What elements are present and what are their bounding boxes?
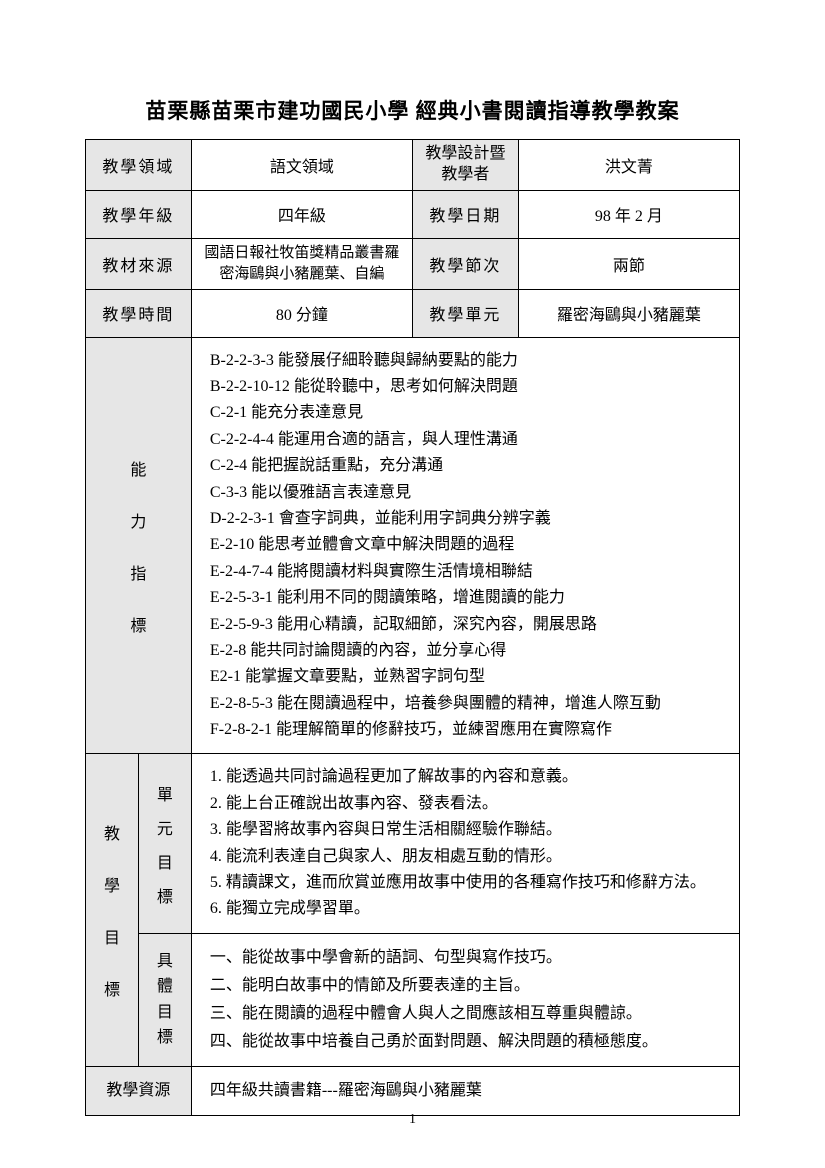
table-row: 教學時間 80 分鐘 教學單元 羅密海鷗與小豬麗葉 [86, 289, 740, 337]
value-date: 98 年 2 月 [518, 190, 739, 238]
label-indicators: 能 力 指 標 [86, 337, 192, 754]
label-domain: 教學領域 [86, 140, 192, 191]
unit-goals-content: 1. 能透過共同討論過程更加了解故事的內容和意義。 2. 能上台正確說出故事內容… [191, 754, 739, 933]
label-source: 教材來源 [86, 238, 192, 289]
table-row: 具 體 目 標 一、能從故事中學會新的語詞、句型與寫作技巧。 二、能明白故事中的… [86, 933, 740, 1066]
page-title: 苗栗縣苗栗市建功國民小學 經典小書閱讀指導教學教案 [85, 95, 740, 125]
indicators-content: B-2-2-3-3 能發展仔細聆聽與歸納要點的能力 B-2-2-10-12 能從… [191, 337, 739, 754]
value-source: 國語日報社牧笛獎精品叢書羅密海鷗與小豬麗葉、自編 [191, 238, 412, 289]
resources-content: 四年級共讀書籍---羅密海鷗與小豬麗葉 [191, 1066, 739, 1115]
value-designer: 洪文菁 [518, 140, 739, 191]
label-designer: 教學設計暨教學者 [412, 140, 518, 191]
label-date: 教學日期 [412, 190, 518, 238]
table-row: 教學年級 四年級 教學日期 98 年 2 月 [86, 190, 740, 238]
page-number: 1 [0, 1112, 825, 1128]
lesson-plan-table: 教學領域 語文領域 教學設計暨教學者 洪文菁 教學年級 四年級 教學日期 98 … [85, 139, 740, 1116]
table-row: 教學資源 四年級共讀書籍---羅密海鷗與小豬麗葉 [86, 1066, 740, 1115]
value-grade: 四年級 [191, 190, 412, 238]
label-resources: 教學資源 [86, 1066, 192, 1115]
label-grade: 教學年級 [86, 190, 192, 238]
value-unit: 羅密海鷗與小豬麗葉 [518, 289, 739, 337]
value-domain: 語文領域 [191, 140, 412, 191]
table-row: 能 力 指 標 B-2-2-3-3 能發展仔細聆聽與歸納要點的能力 B-2-2-… [86, 337, 740, 754]
label-time: 教學時間 [86, 289, 192, 337]
table-row: 教材來源 國語日報社牧笛獎精品叢書羅密海鷗與小豬麗葉、自編 教學節次 兩節 [86, 238, 740, 289]
table-row: 教學領域 語文領域 教學設計暨教學者 洪文菁 [86, 140, 740, 191]
label-specific-goals: 具 體 目 標 [138, 933, 191, 1066]
label-sessions: 教學節次 [412, 238, 518, 289]
label-unit-goals: 單 元 目 標 [138, 754, 191, 933]
specific-goals-content: 一、能從故事中學會新的語詞、句型與寫作技巧。 二、能明白故事中的情節及所要表達的… [191, 933, 739, 1066]
label-unit: 教學單元 [412, 289, 518, 337]
table-row: 教 學 目 標 單 元 目 標 1. 能透過共同討論過程更加了解故事的內容和意義… [86, 754, 740, 933]
value-sessions: 兩節 [518, 238, 739, 289]
label-goals: 教 學 目 標 [86, 754, 139, 1066]
value-time: 80 分鐘 [191, 289, 412, 337]
